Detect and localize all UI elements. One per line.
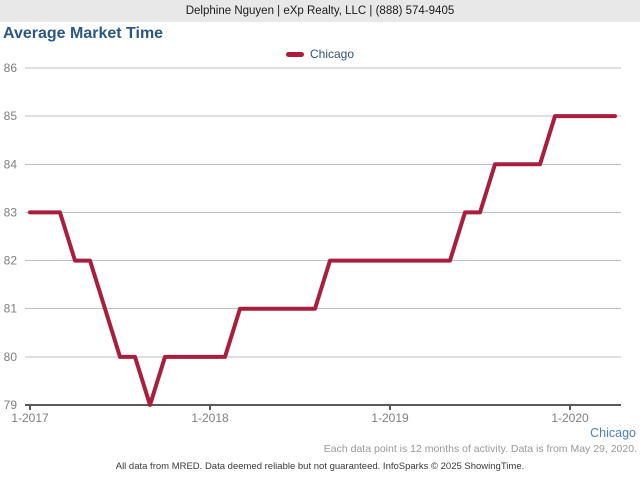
footer-region-label: Chicago (590, 426, 636, 440)
header-contact-text: Delphine Nguyen | eXp Realty, LLC | (888… (185, 5, 455, 17)
x-axis-label: 1-2018 (191, 411, 229, 425)
y-axis-label: 80 (4, 350, 18, 364)
page-title: Average Market Time (3, 25, 164, 42)
legend-series-label: Chicago (309, 47, 355, 61)
footer-credit-line: All data from MRED. Data deemed reliable… (115, 461, 525, 472)
y-axis-label: 81 (4, 302, 18, 316)
y-axis-label: 83 (4, 205, 18, 219)
footer-data-note: Each data point is 12 months of activity… (323, 443, 637, 455)
header-bar: Delphine Nguyen | eXp Realty, LLC | (888… (0, 0, 640, 22)
market-time-line-chart[interactable]: 79 80 81 82 83 84 85 86 1-2017 1-2018 1-2019 1-2020 (0, 58, 640, 428)
y-axis-label: 79 (4, 398, 18, 412)
x-axis-label: 1-2020 (551, 411, 589, 425)
y-axis-label: 82 (4, 254, 18, 268)
y-axis-label: 86 (4, 61, 18, 75)
y-axis-label: 84 (4, 157, 18, 171)
legend-line-swatch (285, 51, 304, 57)
y-axis-label: 85 (4, 109, 18, 123)
series-line-chicago (28, 114, 617, 407)
chart-legend: Chicago (0, 47, 640, 61)
x-axis-label: 1-2017 (11, 411, 49, 425)
x-axis-label: 1-2019 (371, 411, 409, 425)
